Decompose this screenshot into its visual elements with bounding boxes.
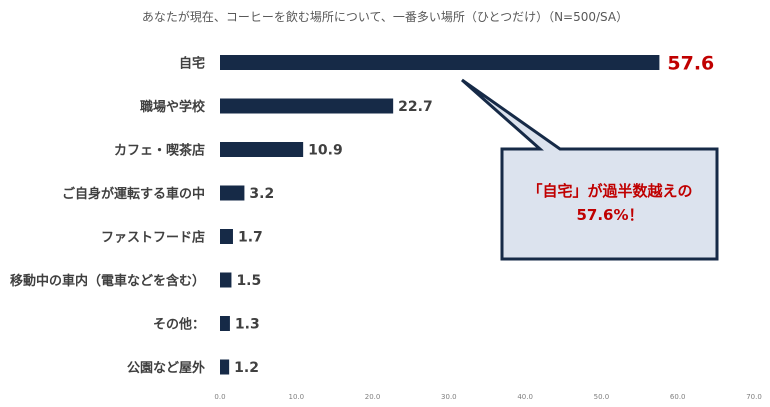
bar-7 (220, 359, 230, 375)
callout-text-line1: 「自宅」が過半数越えの (527, 182, 692, 200)
bars: 自宅 57.6 職場や学校 22.7 カフェ・喫茶店 10.9 ご自身が運転する車の中 3.2… (10, 53, 714, 377)
x-tick-label-6: 60.0 (670, 393, 686, 401)
category-label-3: ご自身が運転する車の中 (62, 186, 205, 202)
value-label-6: 1.3 (235, 317, 260, 333)
category-label-5: 移動中の車内（電車などを含む） (10, 273, 205, 289)
x-tick-label-1: 10.0 (288, 393, 304, 401)
x-tick-label-3: 30.0 (441, 393, 457, 401)
bar-6 (220, 316, 230, 331)
bar-5 (220, 272, 232, 288)
x-tick-label-2: 20.0 (365, 393, 381, 401)
callout-box (461, 78, 719, 261)
value-label-0: 57.6 (667, 53, 714, 75)
category-label-0: 自宅 (179, 56, 205, 72)
value-label-7: 1.2 (234, 360, 259, 376)
bar-4 (220, 229, 233, 244)
category-label-7: 公園など屋外 (127, 360, 205, 376)
chart-title: あなたが現在、コーヒーを飲む場所について、一番多い場所（ひとつだけ）（N=500… (142, 9, 628, 24)
x-tick-label-7: 70.0 (746, 393, 762, 401)
bar-1 (220, 98, 394, 114)
x-tick-label-5: 50.0 (594, 393, 610, 401)
value-label-4: 1.7 (238, 230, 263, 246)
x-tick-label-4: 40.0 (517, 393, 533, 401)
bar-3 (220, 185, 245, 201)
value-label-5: 1.5 (236, 273, 261, 289)
x-tick-label-0: 0.0 (214, 393, 225, 401)
category-label-4: ファストフード店 (101, 230, 205, 246)
value-label-2: 10.9 (308, 143, 343, 159)
callout: 「自宅」が過半数越えの 57.6%！ (461, 78, 719, 261)
value-label-3: 3.2 (249, 186, 274, 202)
bar-0 (220, 55, 660, 70)
value-label-1: 22.7 (398, 99, 433, 115)
category-label-1: 職場や学校 (140, 99, 206, 115)
bar-2 (220, 142, 304, 157)
callout-text-line2: 57.6%！ (576, 206, 643, 224)
category-label-6: その他： (153, 317, 205, 333)
x-axis: 0.0 10.0 20.0 30.0 40.0 50.0 60.0 70.0 (214, 393, 761, 401)
category-label-2: カフェ・喫茶店 (114, 143, 205, 159)
